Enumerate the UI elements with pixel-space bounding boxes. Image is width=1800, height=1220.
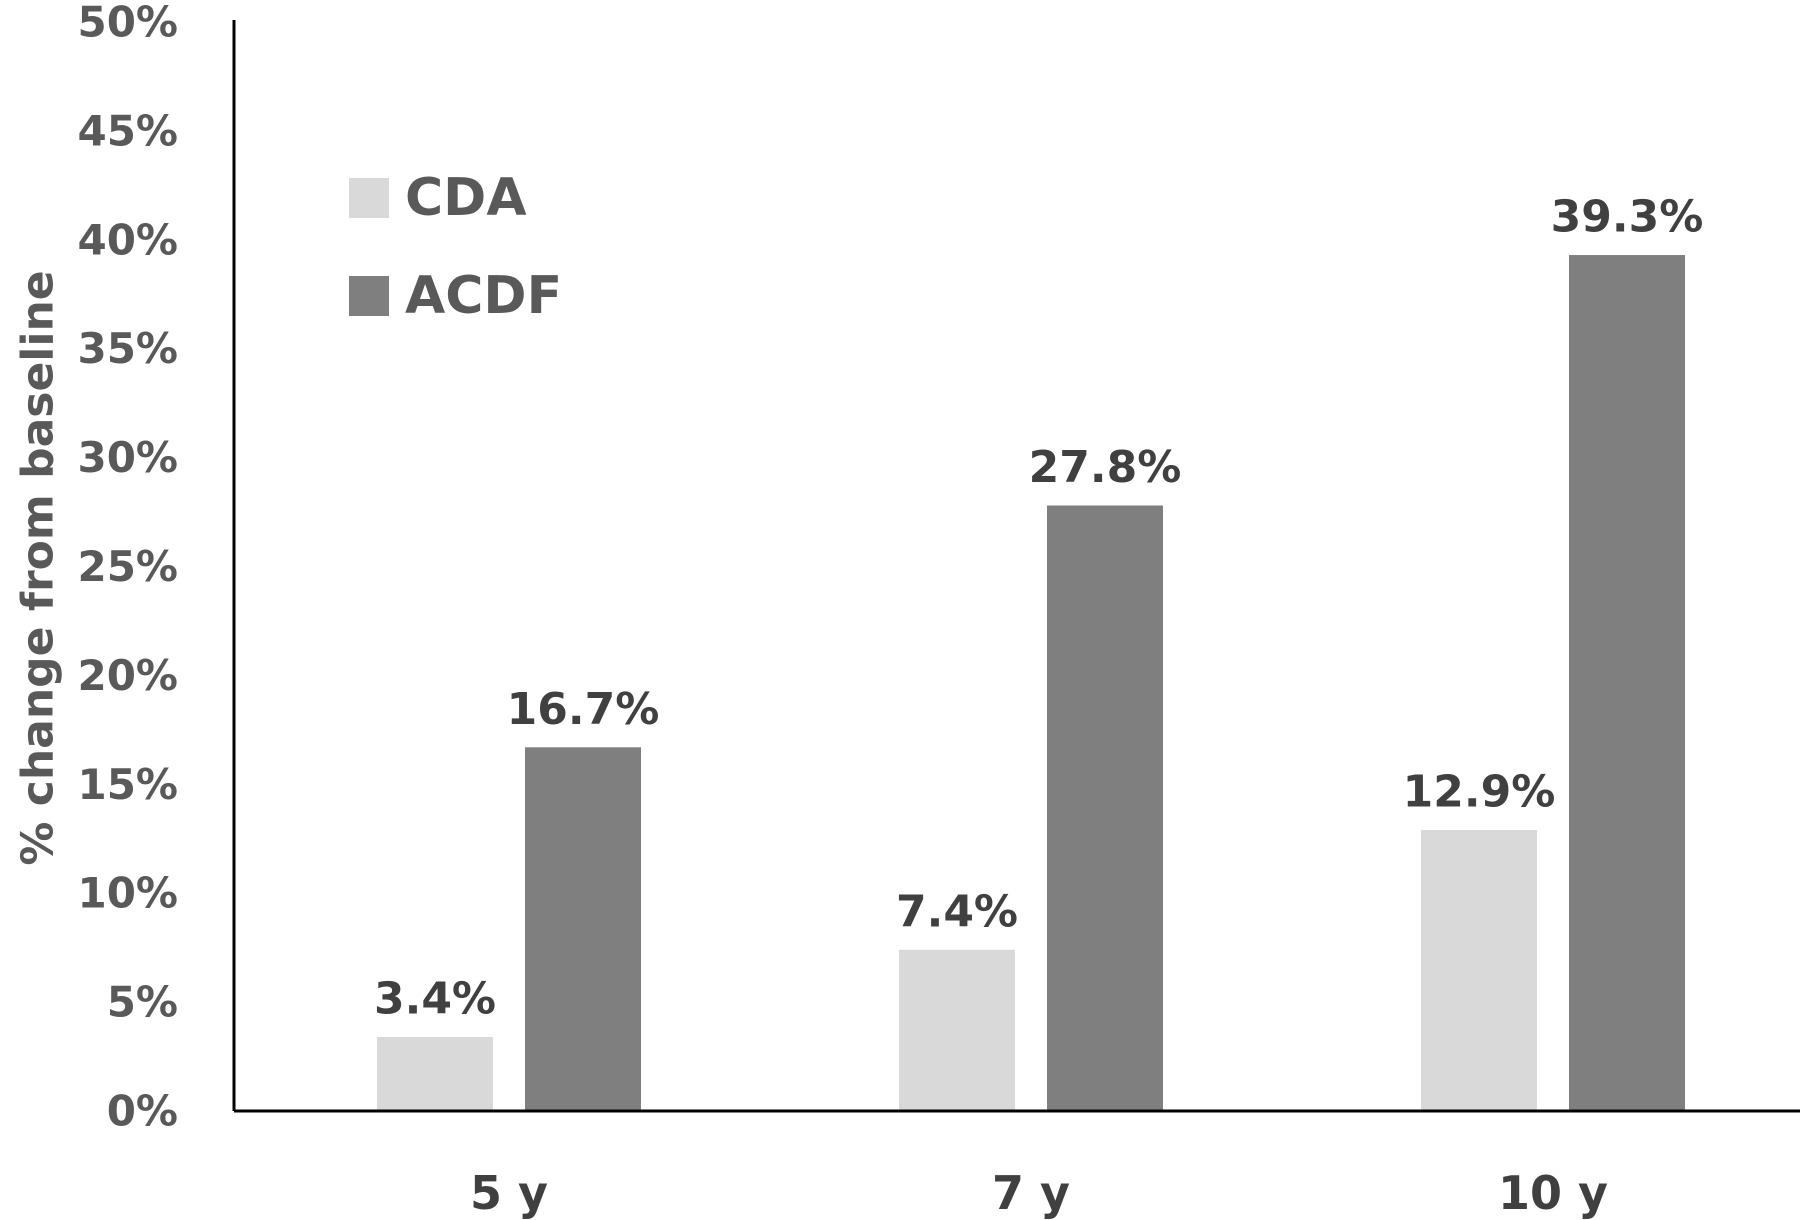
- y-tick-label: 25%: [77, 542, 178, 591]
- legend: CDA ACDF: [349, 168, 562, 326]
- y-tick-label: 0%: [107, 1087, 178, 1136]
- bar-cda-0: [377, 1036, 493, 1111]
- y-tick-label: 15%: [77, 760, 178, 809]
- data-label: 39.3%: [1551, 192, 1704, 243]
- bar-cda-2: [1421, 830, 1537, 1111]
- y-tick-label: 30%: [77, 433, 178, 482]
- y-tick-label: 50%: [77, 0, 178, 47]
- bar-acdf-0: [525, 747, 641, 1111]
- data-label: 27.8%: [1029, 442, 1182, 493]
- bar-cda-1: [899, 949, 1015, 1111]
- data-labels: 3.4% 16.7% 7.4% 27.8% 12.9% 39.3%: [374, 192, 1703, 1025]
- x-category-label: 7 y: [992, 1166, 1070, 1220]
- data-label: 12.9%: [1403, 767, 1556, 818]
- legend-swatch-cda: [349, 178, 389, 218]
- y-tick-label: 10%: [77, 869, 178, 918]
- y-axis-label: % change from baseline: [13, 270, 64, 865]
- data-label: 16.7%: [507, 684, 660, 735]
- y-tick-label: 45%: [77, 106, 178, 155]
- bars: [377, 255, 1685, 1111]
- legend-label: ACDF: [405, 266, 562, 326]
- data-label: 7.4%: [896, 886, 1018, 937]
- y-tick-label: 35%: [77, 324, 178, 373]
- legend-label: CDA: [405, 168, 527, 228]
- x-category-labels: 5 y 7 y 10 y: [470, 1166, 1608, 1220]
- y-tick-label: 5%: [107, 978, 178, 1027]
- x-category-label: 10 y: [1498, 1166, 1608, 1220]
- data-label: 3.4%: [374, 973, 496, 1024]
- y-tick-labels: 0% 5% 10% 15% 20% 25% 30% 35% 40% 45% 50%: [77, 0, 178, 1136]
- y-tick-label: 40%: [77, 215, 178, 264]
- bar-acdf-1: [1047, 505, 1163, 1111]
- x-category-label: 5 y: [470, 1166, 548, 1220]
- bar-acdf-2: [1569, 255, 1685, 1111]
- legend-swatch-acdf: [349, 276, 389, 316]
- y-tick-label: 20%: [77, 651, 178, 700]
